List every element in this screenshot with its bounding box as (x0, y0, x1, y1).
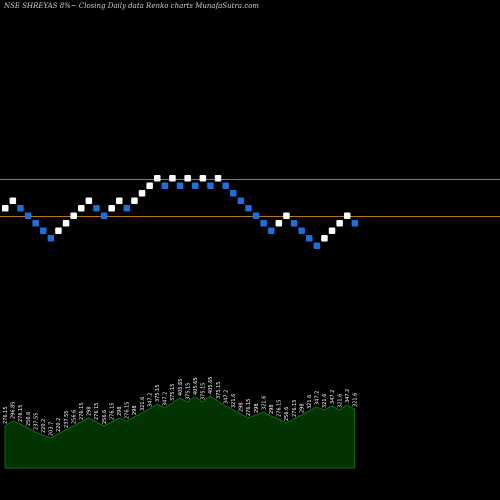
volume-label: 256.6 (26, 412, 32, 426)
renko-brick-up (9, 197, 17, 204)
volume-label: 347.2 (223, 390, 229, 404)
volume-label: 298 (299, 403, 305, 413)
volume-label: 296.85 (11, 402, 17, 420)
volume-label: 203.7 (49, 422, 55, 436)
volume-label: 321.6 (307, 395, 313, 409)
renko-brick-up (55, 227, 62, 234)
renko-brick-up (154, 175, 161, 182)
volume-label: 405.65 (178, 379, 184, 397)
volume-label: 347.2 (163, 392, 169, 406)
renko-brick-down (176, 182, 184, 189)
volume-label: 256.6 (102, 410, 108, 424)
volume-label: 276.15 (277, 400, 283, 418)
volume-label: 237.55 (64, 411, 70, 429)
renko-brick-down (298, 227, 305, 234)
volume-label: 220.2 (56, 418, 62, 432)
volume-label: 276.15 (79, 403, 85, 421)
volume-label: 298 (87, 406, 93, 416)
renko-brick-down (252, 212, 260, 219)
renko-brick-up (108, 205, 115, 212)
volume-label: 375.15 (155, 385, 161, 403)
renko-brick-down (40, 227, 47, 234)
volume-label: 321.6 (353, 393, 359, 407)
renko-brick-up (275, 220, 283, 227)
volume-label: 276.15 (246, 399, 252, 417)
volume-label: 321.6 (322, 394, 328, 408)
chart-title: NSE SHREYAS 8%~ Closing Daily data Renko… (4, 2, 259, 10)
volume-label: 276.15 (94, 403, 100, 421)
renko-brick-down (24, 212, 32, 219)
volume-label: 276.15 (18, 405, 24, 423)
renko-brick-down (100, 212, 108, 219)
renko-brick-down (161, 182, 169, 189)
renko-brick-up (138, 190, 146, 197)
volume-label: 347.2 (315, 391, 321, 405)
renko-brick-down (268, 227, 275, 234)
volume-label: 298 (117, 406, 123, 416)
renko-brick-down (351, 220, 359, 227)
renko-brick-down (47, 235, 55, 242)
renko-brick-down (260, 220, 267, 227)
volume-label: 256.6 (284, 407, 290, 421)
renko-brick-down (230, 190, 237, 197)
volume-label: 298 (239, 402, 245, 412)
volume-label: 298 (132, 405, 138, 415)
renko-brick-up (321, 235, 328, 242)
renko-brick-down (313, 242, 321, 249)
renko-brick-up (199, 175, 207, 182)
renko-brick-up (116, 197, 123, 204)
volume-label: 298 (254, 403, 260, 413)
renko-brick-up (214, 175, 222, 182)
volume-label: 375.15 (216, 382, 222, 400)
volume-label: 237.55 (33, 413, 39, 431)
renko-brick-up (85, 197, 93, 204)
volume-area (4, 395, 356, 469)
renko-brick-down (237, 197, 245, 204)
volume-label: 321.6 (231, 394, 237, 408)
volume-label: 347.2 (147, 393, 153, 407)
volume-label: 405.65 (193, 378, 199, 396)
volume-label: 220.2 (41, 419, 47, 433)
renko-brick-up (2, 205, 9, 212)
renko-brick-up (184, 175, 191, 182)
renko-brick-up (169, 175, 176, 182)
volume-label: 321.6 (140, 397, 146, 411)
volume-label: 276.15 (109, 403, 115, 421)
renko-brick-down (17, 205, 24, 212)
volume-label: 276.15 (125, 402, 131, 420)
renko-brick-up (344, 212, 351, 219)
renko-brick-down (245, 205, 252, 212)
volume-label: 375.15 (201, 383, 207, 401)
renko-brick-up (62, 220, 70, 227)
renko-brick-down (306, 235, 313, 242)
renko-brick-up (283, 212, 290, 219)
volume-label: 298 (269, 404, 275, 414)
volume-label: 375.15 (170, 384, 176, 402)
renko-brick-down (290, 220, 298, 227)
volume-label: 256.6 (71, 410, 77, 424)
volume-label: 321.6 (337, 394, 343, 408)
volume-label: 276.15 (3, 407, 9, 425)
renko-brick-down (32, 220, 39, 227)
volume-label: 347.2 (330, 390, 336, 404)
renko-brick-down (222, 182, 229, 189)
renko-brick-down (192, 182, 199, 189)
volume-label: 347.2 (345, 389, 351, 403)
volume-label: 276.15 (292, 400, 298, 418)
renko-brick-down (93, 205, 100, 212)
renko-brick-down (123, 205, 131, 212)
renko-brick-down (207, 182, 214, 189)
renko-brick-up (70, 212, 77, 219)
renko-brick-up (328, 227, 336, 234)
renko-brick-up (78, 205, 85, 212)
renko-brick-up (146, 182, 153, 189)
volume-label: 375.15 (185, 383, 191, 401)
volume-label: 321.6 (261, 396, 267, 410)
volume-label: 405.65 (208, 377, 214, 395)
renko-brick-up (131, 197, 138, 204)
renko-brick-up (336, 220, 343, 227)
